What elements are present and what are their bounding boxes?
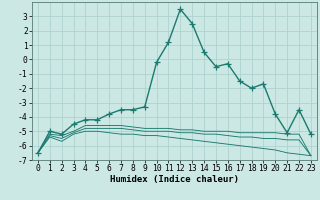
X-axis label: Humidex (Indice chaleur): Humidex (Indice chaleur) bbox=[110, 175, 239, 184]
